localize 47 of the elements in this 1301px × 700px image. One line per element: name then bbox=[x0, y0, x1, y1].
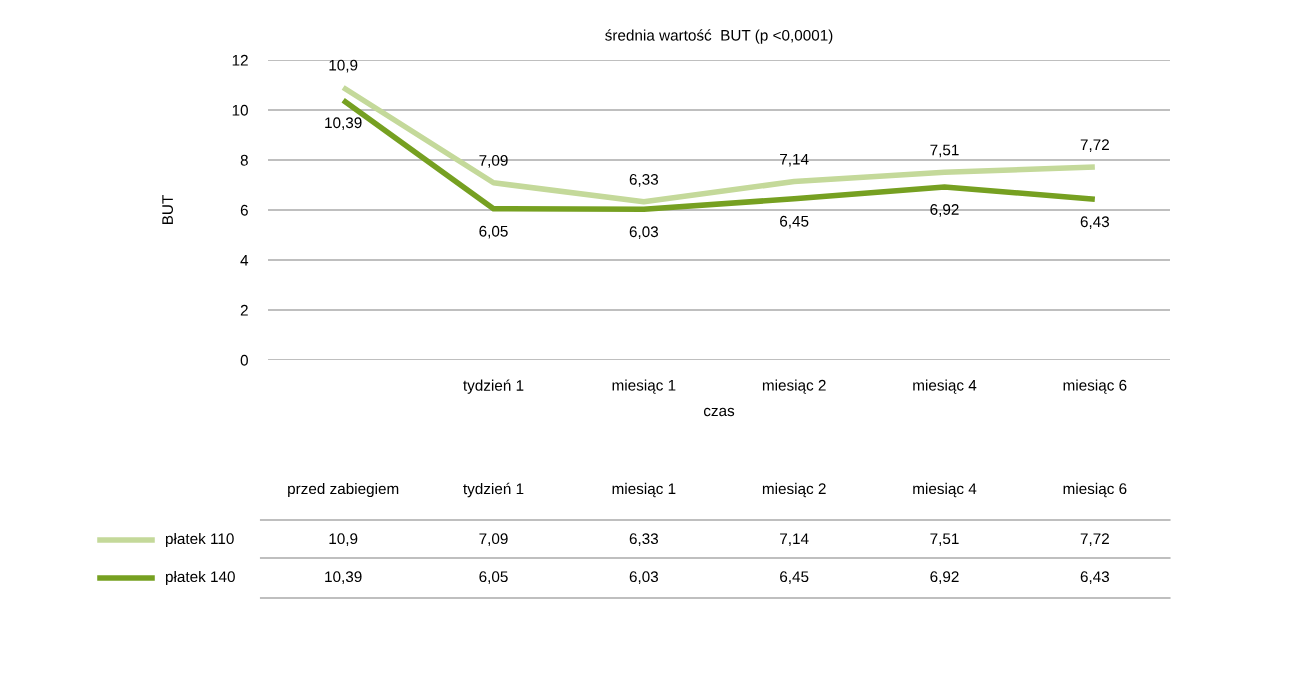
text: 6,33 bbox=[629, 174, 659, 187]
text: 7,09 bbox=[479, 155, 508, 168]
x-tick-label: miesiąc 1 bbox=[612, 379, 676, 394]
x-tick-label: miesiąc 4 bbox=[913, 379, 977, 394]
data-label: 6,33 bbox=[629, 533, 659, 546]
data-label: 7,09 bbox=[479, 533, 508, 546]
y-tick-label: 8 bbox=[240, 154, 248, 166]
x-tick-label: miesiąc 2 bbox=[762, 379, 826, 394]
data-label: 10,39 bbox=[325, 571, 362, 584]
y-tick-label: 2 bbox=[240, 304, 248, 316]
category-label: miesiąc 6 bbox=[1063, 482, 1127, 498]
data-label: 7,14 bbox=[780, 533, 809, 546]
data-label: 6,43 bbox=[1080, 571, 1110, 584]
category-label: miesiąc 2 bbox=[762, 482, 826, 498]
text: 6,92 bbox=[930, 204, 959, 217]
category-label: miesiąc 4 bbox=[913, 482, 977, 498]
data-label: 6,05 bbox=[479, 571, 508, 584]
y-tick-label: 6 bbox=[240, 204, 248, 216]
x-tick-label: tydzień 1 bbox=[463, 379, 524, 394]
data-label: 6,45 bbox=[780, 571, 809, 584]
data-label: 7,51 bbox=[930, 533, 959, 546]
data-label: 6,03 bbox=[629, 571, 659, 584]
text: 6,45 bbox=[780, 215, 809, 229]
text: 7,51 bbox=[930, 144, 959, 158]
data-label: 10,9 bbox=[329, 533, 358, 546]
text: 6,03 bbox=[629, 226, 659, 239]
data-label: 7,72 bbox=[1080, 533, 1109, 546]
x-tick-label: miesiąc 6 bbox=[1063, 379, 1127, 394]
text: 7,14 bbox=[780, 153, 809, 167]
legend-label: płatek 140 bbox=[165, 570, 235, 586]
text: 10,9 bbox=[329, 59, 358, 73]
text: 6,05 bbox=[479, 225, 508, 239]
category-label: miesiąc 1 bbox=[612, 482, 676, 498]
chart-title: średnia wartość BUT (p <0,0001) bbox=[605, 29, 833, 44]
x-axis-title: czas bbox=[703, 407, 735, 417]
legend-label: płatek 110 bbox=[165, 532, 234, 548]
data-label: 6,92 bbox=[930, 571, 959, 584]
y-tick-label: 4 bbox=[240, 255, 249, 266]
category-label: tydzień 1 bbox=[463, 482, 524, 498]
text: 6,43 bbox=[1080, 216, 1110, 229]
text: przed zabiegiem bbox=[288, 482, 399, 498]
y-axis-title: BUT bbox=[162, 195, 173, 225]
text: 7,72 bbox=[1080, 139, 1109, 152]
y-tick-label: 0 bbox=[240, 354, 248, 366]
y-tick-label: 12 bbox=[232, 54, 248, 66]
y-tick-label: 10 bbox=[232, 104, 248, 116]
text: 10,39 bbox=[325, 117, 362, 130]
